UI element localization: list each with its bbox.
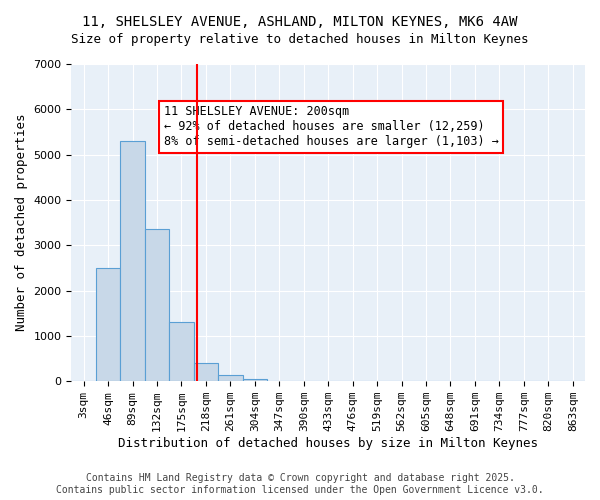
Text: 11 SHELSLEY AVENUE: 200sqm
← 92% of detached houses are smaller (12,259)
8% of s: 11 SHELSLEY AVENUE: 200sqm ← 92% of deta… <box>164 105 499 148</box>
Bar <box>267 380 292 381</box>
Text: Size of property relative to detached houses in Milton Keynes: Size of property relative to detached ho… <box>71 32 529 46</box>
Bar <box>121 141 145 381</box>
Text: Contains HM Land Registry data © Crown copyright and database right 2025.
Contai: Contains HM Land Registry data © Crown c… <box>56 474 544 495</box>
Text: 11, SHELSLEY AVENUE, ASHLAND, MILTON KEYNES, MK6 4AW: 11, SHELSLEY AVENUE, ASHLAND, MILTON KEY… <box>82 15 518 29</box>
Y-axis label: Number of detached properties: Number of detached properties <box>15 114 28 332</box>
Bar <box>96 268 121 381</box>
Bar <box>242 379 267 381</box>
Bar <box>194 363 218 381</box>
Bar <box>145 230 169 381</box>
Bar <box>169 322 194 381</box>
X-axis label: Distribution of detached houses by size in Milton Keynes: Distribution of detached houses by size … <box>118 437 538 450</box>
Bar <box>218 376 242 381</box>
